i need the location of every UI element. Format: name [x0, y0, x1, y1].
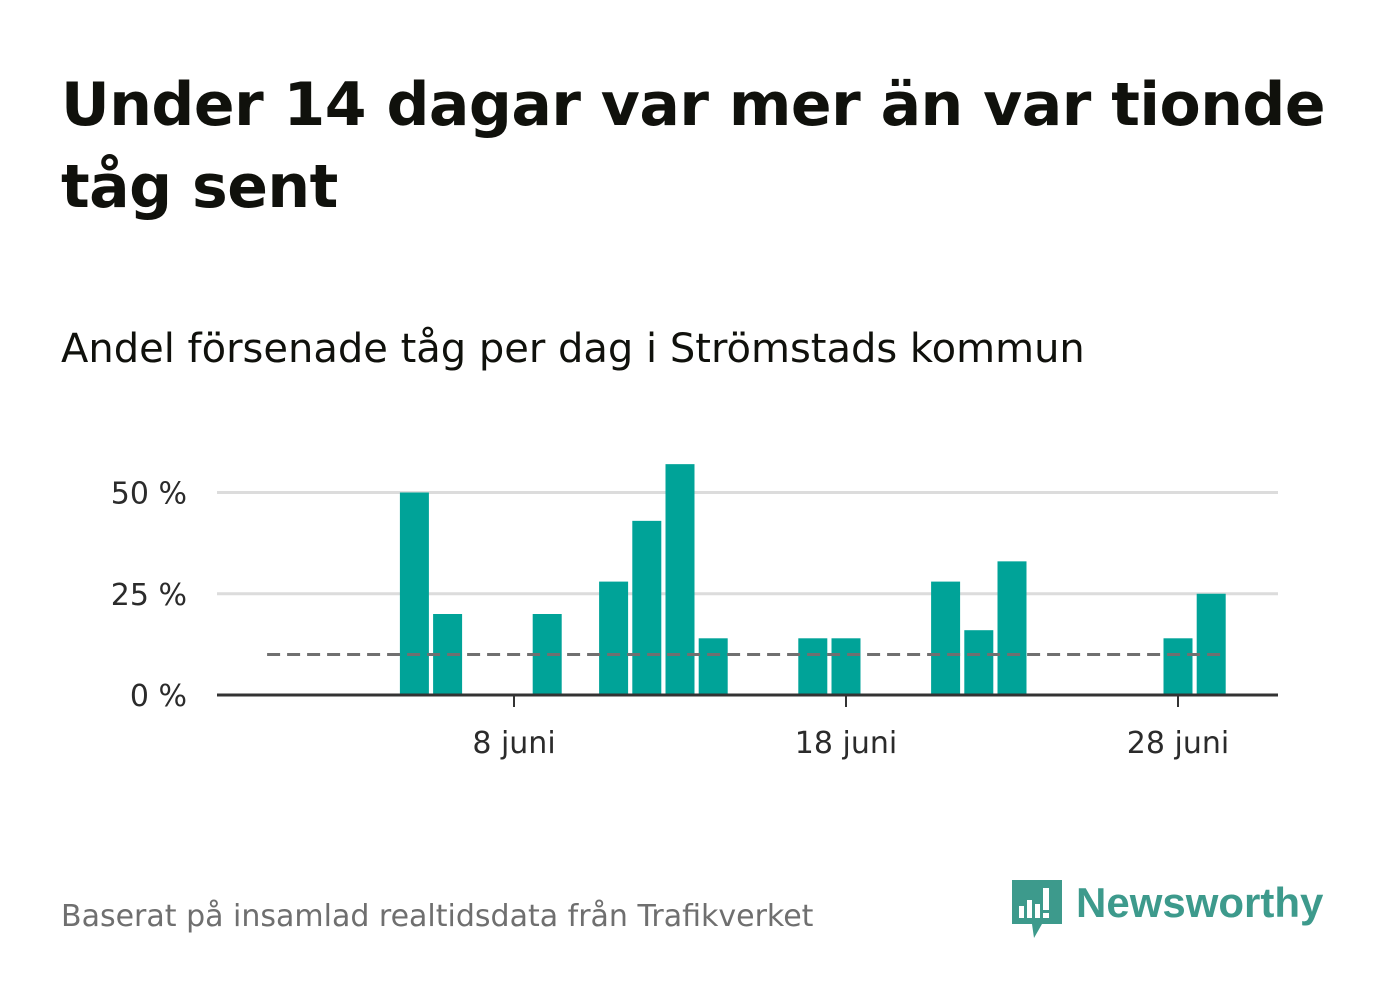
newsworthy-logo-icon [1012, 880, 1062, 938]
bar-day-5 [399, 492, 429, 695]
y-tick-label-0: 0 % [130, 679, 187, 714]
bar-day-13 [665, 464, 695, 695]
bar-day-29 [1196, 593, 1226, 695]
bar-day-22 [964, 630, 994, 695]
bar-day-12 [632, 520, 662, 695]
x-tick-label-18: 18 juni [795, 726, 897, 761]
chart-subtitle: Andel försenade tåg per dag i Strömstads… [61, 326, 1085, 372]
bar-day-28 [1163, 638, 1193, 695]
newsworthy-logo: Newsworthy [1012, 879, 1324, 940]
source-note: Baserat på insamlad realtidsdata från Tr… [61, 899, 814, 934]
bar-day-14 [698, 638, 728, 695]
bars [399, 464, 1226, 695]
bar-chart: 0 % 25 % 50 % 8 juni 18 juni 28 juni [111, 464, 1278, 761]
grid-lines [217, 491, 1278, 596]
x-tick-label-8: 8 juni [472, 726, 555, 761]
y-axis-tick-labels: 0 % 25 % 50 % [111, 477, 187, 715]
bar-day-11 [599, 581, 629, 695]
y-tick-label-50: 50 % [111, 477, 187, 512]
bar-day-18 [831, 638, 861, 695]
bar-day-21 [931, 581, 961, 695]
bar-day-23 [997, 561, 1027, 695]
x-tick-label-28: 28 juni [1127, 726, 1229, 761]
newsworthy-logo-text: Newsworthy [1076, 879, 1324, 926]
bar-day-17 [798, 638, 828, 695]
chart-title: Under 14 dagar var mer än var tionde tåg… [61, 70, 1326, 222]
x-axis-ticks: 8 juni 18 juni 28 juni [472, 695, 1229, 761]
y-tick-label-25: 25 % [111, 578, 187, 613]
